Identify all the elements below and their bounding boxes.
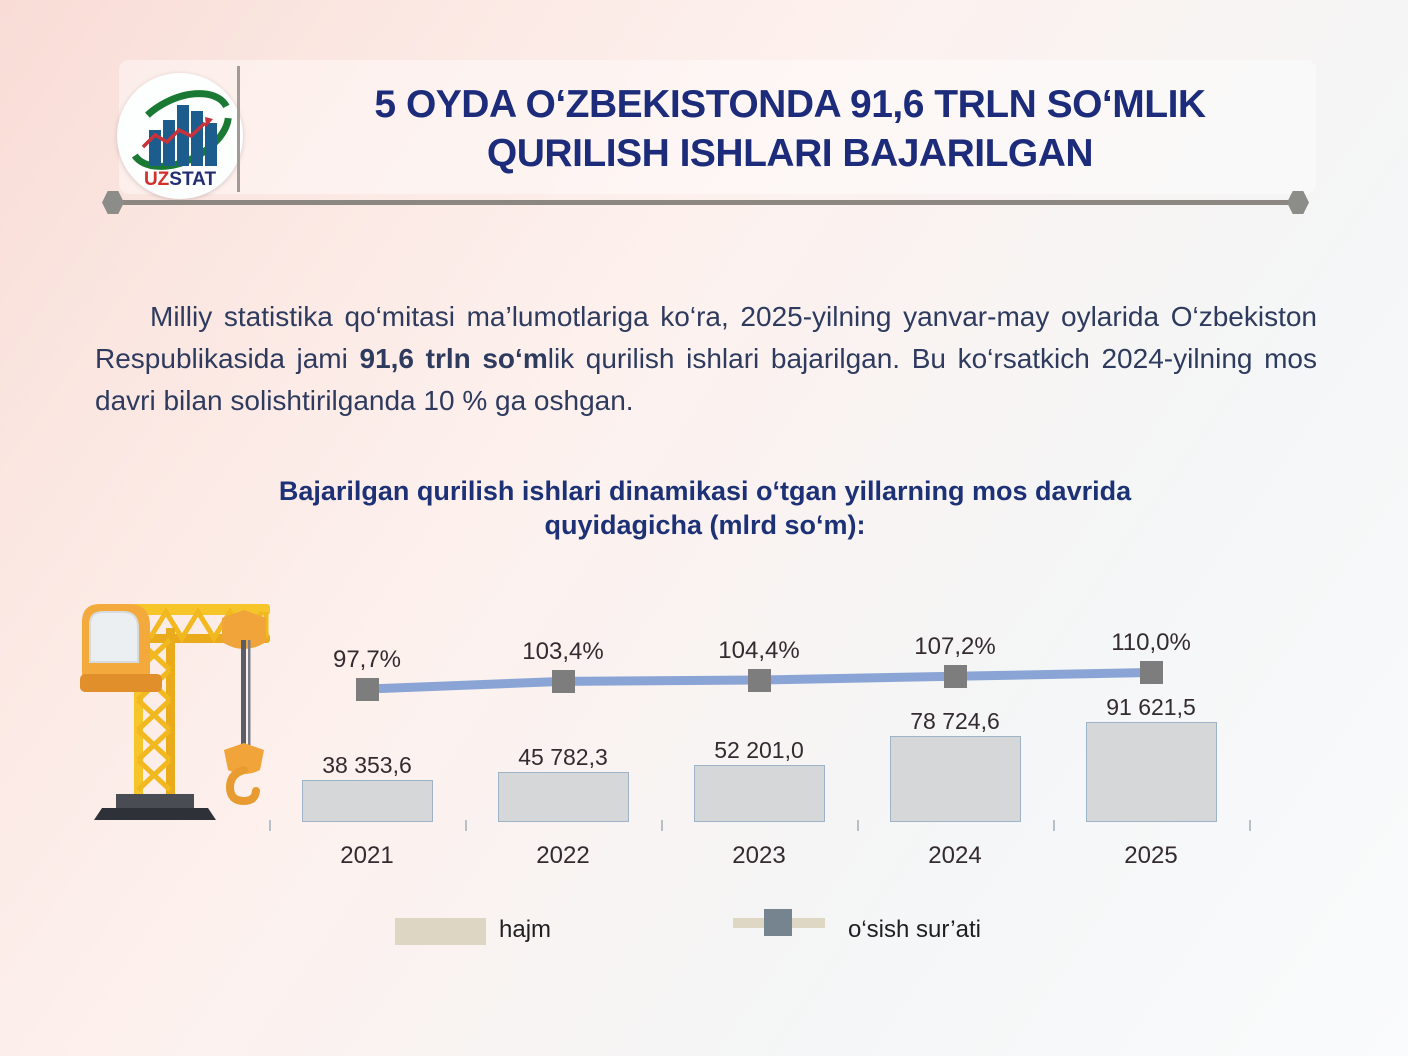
year-label-2024: 2024	[928, 842, 982, 869]
bar-2021	[301, 780, 433, 822]
axis-tick	[1053, 820, 1055, 831]
page-title-line2: QURILISH ISHLARI BAJARILGAN	[486, 132, 1094, 175]
growth-marker-2023	[747, 668, 771, 692]
growth-marker-2022	[551, 669, 575, 693]
intro-text-post: lik qurilish ishlari bajarilgan. Bu ko‘r…	[95, 343, 1318, 416]
bar-2022	[497, 772, 629, 822]
crane-icon	[80, 604, 270, 820]
year-label-2021: 2021	[340, 842, 394, 869]
uzstat-logo-icon: UZSTAT	[128, 90, 232, 190]
page-title-line1: 5 OYDA O‘ZBEKISTONDA 91,6 TRLN SO‘MLIK	[374, 83, 1206, 126]
year-label-2023: 2023	[732, 842, 786, 869]
growth-value-2023: 104,4%	[718, 636, 800, 664]
bar-value-2022: 45 782,3	[518, 744, 608, 771]
chart-title-line2: quyidagicha (mlrd so‘m):	[544, 510, 866, 540]
year-label-2022: 2022	[536, 842, 590, 869]
axis-tick	[269, 820, 271, 831]
uzstat-logo: UZSTAT	[117, 73, 243, 199]
axis-tick	[1249, 820, 1251, 831]
bar-value-2023: 52 201,0	[714, 737, 804, 764]
axis-tick	[857, 820, 859, 831]
growth-value-2021: 97,7%	[332, 645, 402, 673]
year-label-2025: 2025	[1124, 842, 1178, 869]
intro-text-bold: 91,6 trln so‘m	[359, 343, 548, 374]
page-title: 5 OYDA O‘ZBEKISTONDA 91,6 TRLN SO‘MLIK Q…	[260, 80, 1320, 178]
header-panel	[119, 60, 1316, 194]
legend-hajm-label: hajm	[499, 916, 552, 943]
axis-tick	[465, 820, 467, 831]
header-separator	[237, 66, 240, 192]
growth-marker-2021	[355, 677, 379, 701]
growth-value-2024: 107,2%	[914, 632, 996, 660]
intro-text-pre: Milliy statistika qo‘mitasi ma’lumotlari…	[95, 301, 1317, 374]
divider-line	[121, 200, 1291, 205]
crane-illustration	[72, 578, 272, 833]
legend-hajm-swatch	[395, 918, 486, 945]
bar-value-2025: 91 621,5	[1106, 694, 1196, 720]
divider-right-cap-icon	[1287, 191, 1309, 214]
logo-stat-text: STAT	[169, 169, 216, 190]
growth-value-2022: 103,4%	[522, 637, 604, 665]
bar-2023	[693, 765, 825, 822]
growth-value-2025: 110,0%	[1111, 629, 1191, 657]
bar-value-2021: 38 353,6	[322, 752, 412, 779]
axis-tick	[661, 820, 663, 831]
intro-paragraph: Milliy statistika qo‘mitasi ma’lumotlari…	[95, 296, 1317, 422]
divider-left-cap-icon	[102, 191, 124, 214]
bar-2025	[1085, 722, 1217, 822]
bar-2024	[889, 736, 1021, 822]
growth-marker-2025	[1139, 661, 1163, 685]
logo-uz-text: UZ	[144, 169, 170, 190]
growth-marker-2024	[943, 664, 967, 688]
chart-title-line1: Bajarilgan qurilish ishlari dinamikasi o…	[278, 476, 1132, 506]
bar-value-2024: 78 724,6	[910, 708, 1000, 735]
legend-growth-marker-icon	[764, 909, 792, 936]
chart-title: Bajarilgan qurilish ishlari dinamikasi o…	[95, 474, 1315, 542]
svg-text:UZSTAT: UZSTAT	[144, 169, 217, 190]
legend-growth-label: o‘sish sur’ati	[848, 916, 981, 943]
